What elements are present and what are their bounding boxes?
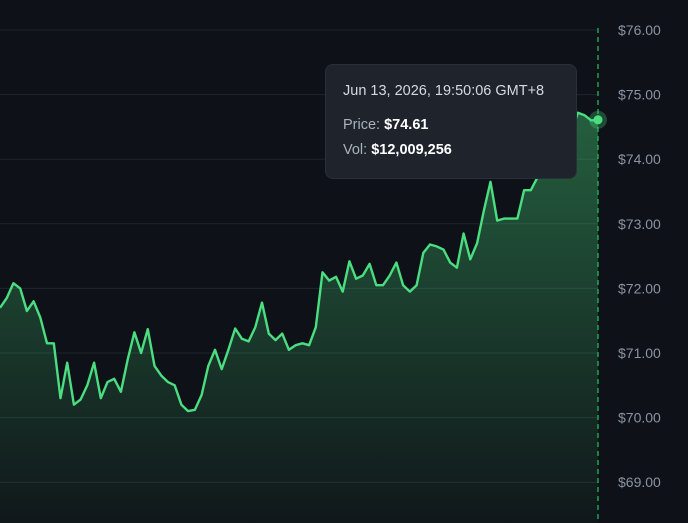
y-tick-label: $75.00: [618, 87, 661, 103]
price-area-fill: [0, 112, 598, 523]
price-line: [0, 111, 599, 413]
y-tick-label: $70.00: [618, 410, 661, 426]
tooltip-price-label: Price:: [343, 117, 381, 133]
tooltip-volume-value: $12,009,256: [371, 142, 452, 158]
y-tick-label: $71.00: [618, 345, 661, 361]
hover-marker-dot: [593, 115, 603, 125]
tooltip-timestamp: Jun 13, 2026, 19:50:06 GMT+8: [343, 83, 545, 99]
y-tick-label: $76.00: [618, 22, 661, 38]
tooltip-price-value: $74.61: [384, 117, 429, 133]
y-tick-label: $74.00: [618, 151, 661, 167]
tooltip-price-row: Price: $74.61: [343, 113, 559, 138]
tooltip-volume-label: Vol:: [343, 142, 368, 158]
y-tick-label: $69.00: [618, 474, 661, 490]
hover-tooltip: Jun 13, 2026, 19:50:06 GMT+8 Price: $74.…: [325, 64, 577, 179]
tooltip-volume-row: Vol: $12,009,256: [343, 138, 559, 163]
y-tick-label: $72.00: [618, 280, 661, 296]
y-tick-label: $73.00: [618, 216, 661, 232]
